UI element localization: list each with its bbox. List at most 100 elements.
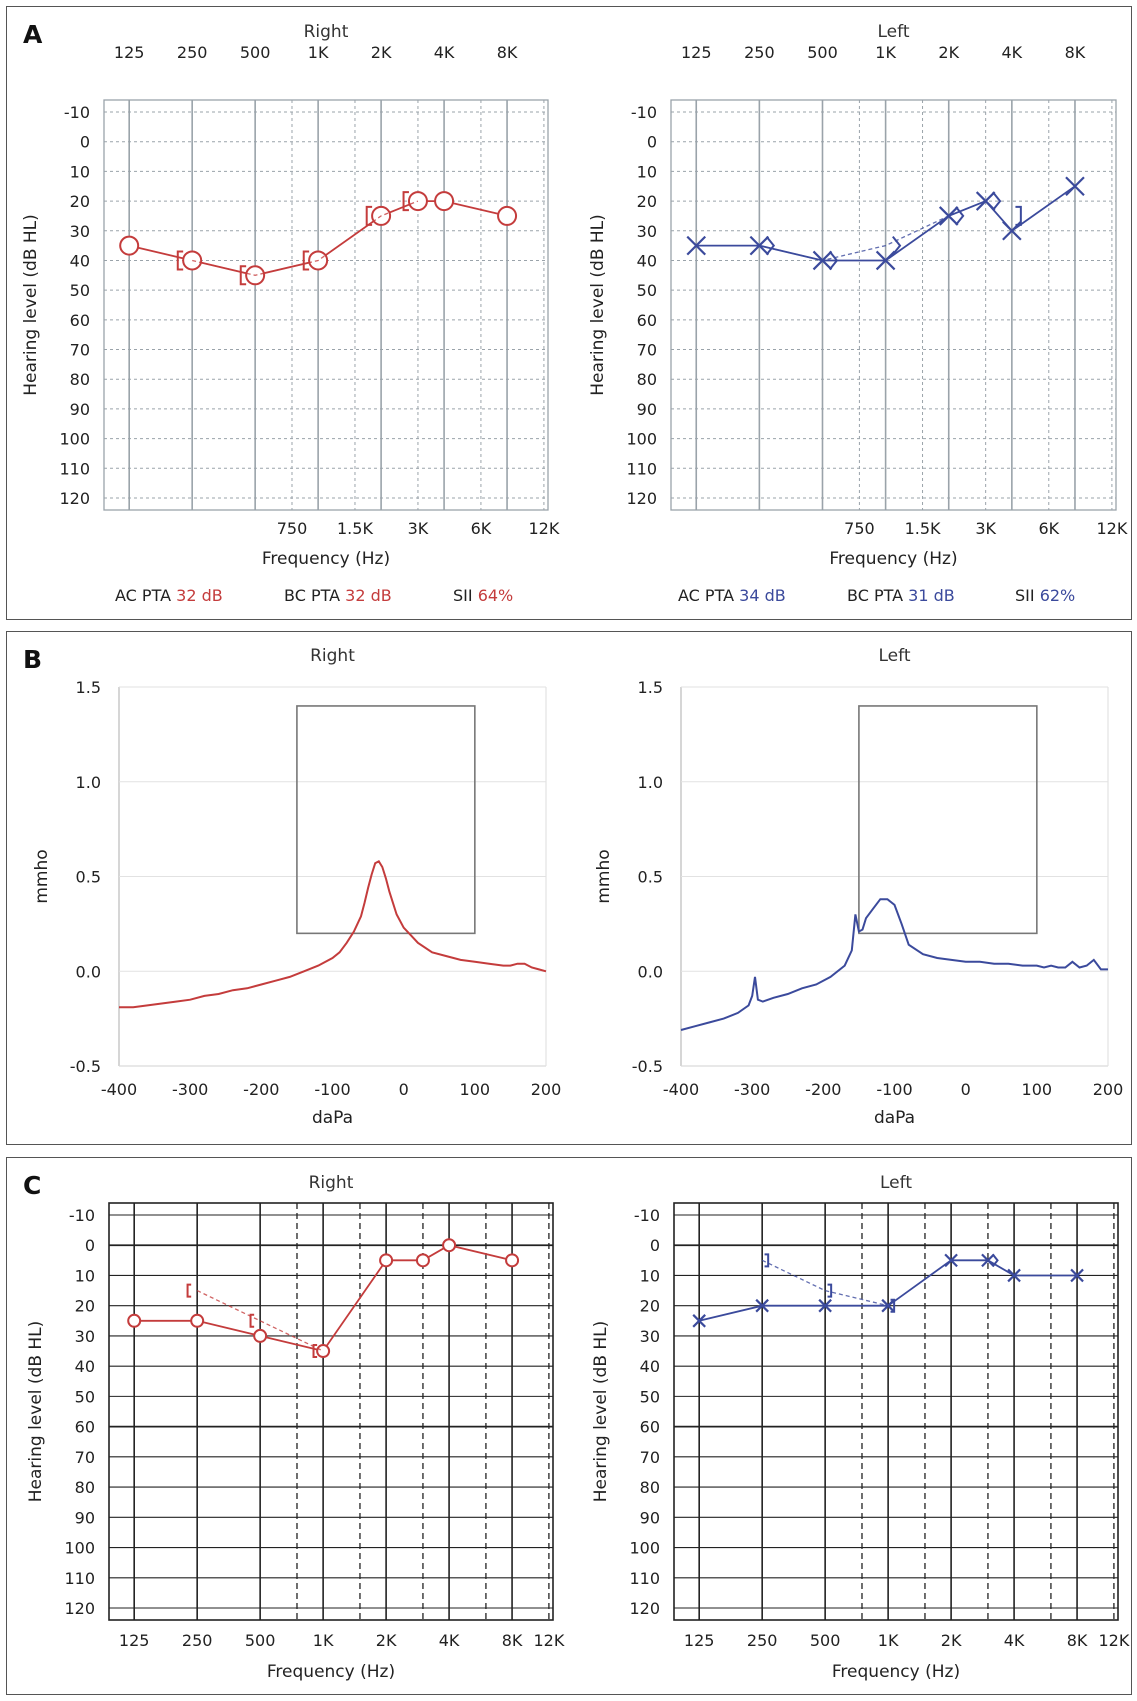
x-tick-label: 0 [961,1080,971,1099]
x-tick-label: 250 [182,1631,213,1650]
x-tick-label: 1K [878,1631,899,1650]
y-tick-label: 110 [59,459,90,478]
chart-title: Left [880,1173,912,1193]
y-axis-label: Hearing level (dB HL) [591,1321,611,1503]
plot-frame [673,1202,1119,1621]
y-tick-label: 30 [75,1327,95,1346]
y-tick-label: 40 [637,251,657,270]
marker-cross [1007,1268,1021,1283]
series-2 [1015,205,1022,226]
y-tick-label: 1.0 [638,773,663,792]
normal-range-box [858,705,1038,935]
y-tick-label: 40 [75,1357,95,1376]
marker-circle [182,250,203,271]
series-line [196,1290,324,1352]
footer-value: 31 dB [908,586,955,605]
marker-bracket-left [402,191,409,212]
marker-cross [749,235,770,256]
marker-circle [434,191,455,212]
y-tick-label: 40 [640,1357,660,1376]
series-2 [991,1253,999,1267]
y-tick-label: 60 [75,1418,95,1437]
audiogram-right: Right -10 0 10 20 30 40 50 60 70 80 90 100 110 120 Hear… [26,1173,565,1682]
x-tick-label: 100 [1022,1080,1053,1099]
plot-frame [103,99,549,511]
chart-title: Left [878,22,910,42]
x-tick-label: 125 [684,1631,715,1650]
tympanogram-panel-b: B Right 1.5 1.0 0.5 0.0 -0.5 mmho -400 -300 -200 -1… [23,645,1123,1128]
x-tick-label: 6K [1038,519,1059,538]
x-tick-label: 125 [119,1631,150,1650]
x-tick-label: 500 [810,1631,841,1650]
x-tick-label: 12K [528,519,559,538]
footer-item: BC PTA 32 dB [284,586,392,605]
x-tick-label: -200 [243,1080,279,1099]
panel-a: A Right -10 0 10 20 30 40 50 60 70 80 90 100 110 120 Hea… [6,6,1132,620]
x-tick-label: 750 [844,519,875,538]
footer-value: 62% [1040,586,1076,605]
y-axis-label: Hearing level (dB HL) [588,214,608,396]
plot-frame [108,1202,554,1621]
footer-label: BC PTA [847,586,908,605]
y-tick-label: -10 [69,1206,95,1225]
y-tick-label: -10 [631,103,657,122]
marker-cross [1070,1268,1084,1283]
footer-item: SII 64% [453,586,513,605]
x-tick-label: 125 [114,43,145,62]
footer-value: 32 dB [176,586,223,605]
tympanogram-curve [119,859,547,1009]
y-tick-label: 70 [637,341,657,360]
y-tick-label: 120 [626,489,657,508]
marker-circle [119,235,140,256]
x-tick-label: 2K [371,43,392,62]
footer-item: AC PTA 32 dB [115,586,223,605]
marker-chevron-right [828,250,839,271]
marker-circle [415,1253,430,1268]
audiogram-right: Right -10 0 10 20 30 40 50 60 70 80 90 100 110 120 Hear… [21,22,560,605]
x-tick-label: 100 [460,1080,491,1099]
x-tick-label: -400 [101,1080,137,1099]
y-tick-label: 30 [637,222,657,241]
marker-cross [818,1298,832,1313]
x-tick-label: 1K [875,43,896,62]
audiogram-panel-c: C Right-100102030405060708090100110120Hea… [23,1171,1130,1682]
x-tick-label: 4K [1004,1631,1025,1650]
y-tick-label: 10 [637,162,657,181]
marker-cross [881,1298,895,1313]
footer-value: 34 dB [739,586,786,605]
marker-chevron-right [955,206,965,226]
x-tick-label: 1.5K [905,519,941,538]
y-tick-label: 100 [59,430,90,449]
footer-value: 32 dB [345,586,392,605]
footer-item: BC PTA 31 dB [847,586,955,605]
marker-cross [755,1298,769,1313]
y-tick-label: -10 [64,103,90,122]
series-line [759,200,986,262]
y-tick-label: 20 [70,192,90,211]
y-tick-label: 10 [75,1266,95,1285]
x-tick-label: 500 [240,43,271,62]
marker-circle [379,1253,394,1268]
x-tick-label: 250 [747,1631,778,1650]
y-tick-label: 100 [626,430,657,449]
y-tick-label: 110 [626,459,657,478]
y-axis-label: mmho [594,849,614,903]
y-tick-label: 120 [59,489,90,508]
marker-circle [127,1313,142,1328]
footer-item: SII 62% [1015,586,1075,605]
marker-cross [875,250,896,271]
x-tick-label: -400 [663,1080,699,1099]
y-tick-label: 120 [64,1599,95,1618]
y-tick-label: 70 [75,1448,95,1467]
x-tick-label: 200 [531,1080,562,1099]
series-1 [759,191,1002,271]
y-tick-label: 20 [75,1297,95,1316]
x-tick-label: -300 [172,1080,208,1099]
y-axis-label: Hearing level (dB HL) [26,1321,46,1503]
marker-bracket-left [239,265,247,286]
marker-circle [505,1253,520,1268]
footer-label: SII [1015,586,1040,605]
panel-letter: A [23,20,43,49]
marker-circle [407,191,428,212]
x-tick-label: 1K [308,43,329,62]
